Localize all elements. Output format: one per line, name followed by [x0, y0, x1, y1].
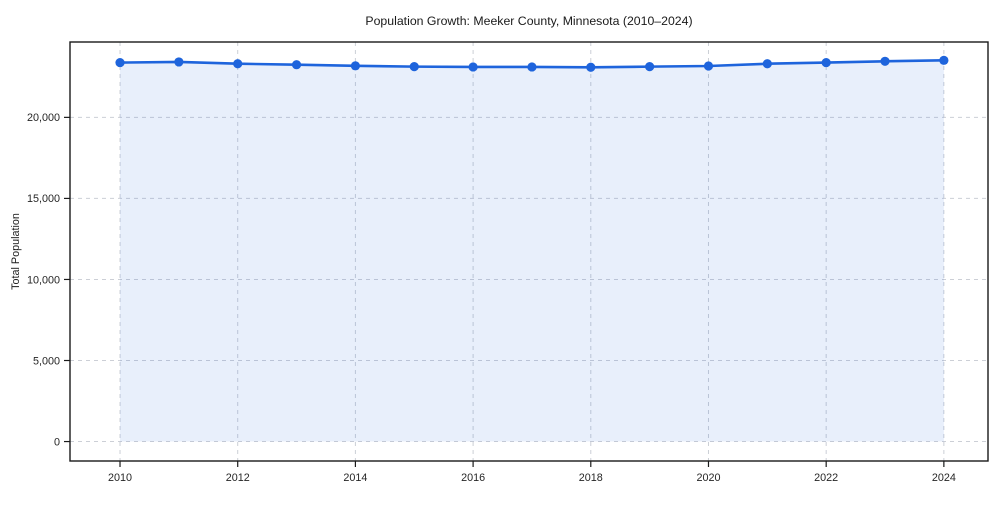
y-tick-label: 0 — [54, 436, 60, 448]
data-point-2020 — [703, 61, 714, 71]
data-point-2011 — [174, 57, 184, 67]
data-point-2024 — [939, 55, 949, 65]
data-point-2012 — [233, 59, 243, 69]
data-point-2023 — [880, 56, 890, 66]
y-tick-label: 20,000 — [27, 112, 60, 124]
y-axis-label: Total Population — [10, 213, 22, 290]
gridlines — [70, 42, 988, 461]
x-tick-label: 2016 — [461, 472, 485, 484]
plot-border — [69, 41, 989, 462]
y-tick-label: 15,000 — [27, 193, 60, 205]
x-tick-label: 2024 — [932, 472, 956, 484]
chart-title: Population Growth: Meeker County, Minnes… — [365, 14, 692, 28]
area-fill — [120, 60, 944, 442]
data-point-2016 — [468, 62, 478, 72]
x-tick-label: 2018 — [579, 472, 603, 484]
data-point-2014 — [350, 61, 361, 71]
data-point-2013 — [291, 60, 302, 70]
data-point-2021 — [762, 59, 772, 69]
data-point-2022 — [821, 57, 831, 68]
x-tick-label: 2022 — [814, 472, 838, 484]
data-point-2019 — [645, 62, 655, 72]
x-tick-label: 2014 — [343, 472, 367, 484]
y-tick-label: 5,000 — [33, 355, 60, 367]
population-series — [115, 55, 949, 442]
data-point-2018 — [586, 62, 596, 72]
y-tick-label: 10,000 — [27, 274, 60, 286]
data-point-2017 — [527, 62, 537, 72]
x-tick-label: 2010 — [108, 472, 132, 484]
data-point-2015 — [409, 62, 419, 72]
x-tick-label: 2012 — [226, 472, 250, 484]
data-point-2010 — [115, 57, 125, 68]
x-tick-label: 2020 — [696, 472, 720, 484]
axis-ticks: 0 5,000 10,000 15,000 20,000 2010 2012 2014 2016… — [27, 112, 956, 484]
